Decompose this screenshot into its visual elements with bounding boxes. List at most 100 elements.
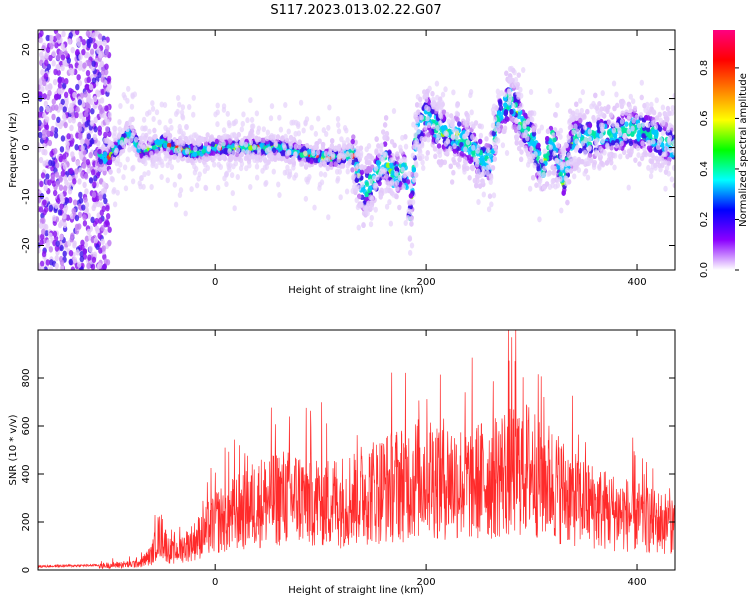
spectrogram-point [60,98,65,106]
spectrogram-point-faint [252,157,257,164]
spectrogram-point-faint [278,126,284,133]
spectrogram-point-faint [112,201,118,208]
spectrogram-point [88,177,94,184]
spectrogram-point [77,132,83,139]
spectrogram-point-faint [363,205,368,212]
spectrogram-point [414,172,419,178]
spectrogram-point-faint [109,175,115,182]
spectrogram-point [368,185,373,191]
spectrogram-point [54,104,59,111]
spectrogram-point-faint [626,128,632,135]
spectrogram-point-faint [240,120,245,127]
spectrogram-point [390,170,395,176]
spectrogram-point-faint [342,145,347,152]
spectrogram-point-faint [593,149,599,156]
spectrogram-point-faint [507,95,513,102]
spectrogram-point-faint [638,111,644,118]
spectrogram-point-faint [566,136,571,143]
spectrogram-point-faint [140,143,145,150]
spectrogram-point-faint [148,136,154,143]
spectrogram-point [565,199,570,206]
spectrogram-point-faint [664,165,670,172]
spectrogram-point-faint [291,119,296,126]
spectrogram-point [54,262,59,270]
spectrogram-point-faint [303,195,309,202]
spectrogram-point-faint [338,194,343,201]
spectrogram-point [72,240,77,247]
spectrogram-point-faint [326,214,331,221]
spectrogram-point-faint [384,173,389,180]
spectrogram-point [105,213,111,220]
spectrogram-point [593,92,598,99]
spectrogram-point [98,217,103,224]
spectrogram-point-faint [653,164,658,171]
spectrogram-point [72,178,77,185]
spectrogram-point [45,46,51,53]
spectrogram-point [383,115,389,121]
spectrogram-point-faint [614,142,619,149]
spectrogram-point [92,181,97,188]
spectrogram-point-faint [319,179,325,186]
spectrogram-point [92,95,98,103]
spectrogram-point [38,156,44,164]
spectrogram-point-faint [215,153,220,160]
spectrogram-point [84,201,90,208]
spectrogram-point [102,39,107,47]
spectrogram-point-faint [373,182,379,189]
spectrogram-point [44,116,50,123]
spectrogram-point-faint [536,128,542,135]
spectrogram-point-faint [241,111,246,118]
spectrogram-point-faint [291,164,296,171]
spectrogram-point-faint [349,152,354,159]
spectrogram-point [487,193,493,199]
spectrogram-point [395,151,400,157]
spectrogram-point [54,202,59,209]
spectrogram-point-faint [180,114,186,121]
spectrogram-point-faint [225,110,230,117]
spectrogram-point-faint [476,143,481,150]
spectrogram-point [87,59,92,67]
spectrogram-point [88,83,94,91]
spectrogram-point-faint [150,100,155,107]
spectrogram-point [449,179,455,185]
spectrogram-point-faint [440,91,446,98]
spectrogram-point-faint [354,197,359,204]
spectrogram-point [236,131,242,138]
spectrogram-point [57,82,63,89]
spectrogram-point [75,83,80,91]
spectrogram-point-faint [183,210,188,217]
spectrogram-point [448,163,453,170]
spectrogram-point [639,155,645,162]
spectrogram-point [64,78,69,85]
spectrogram-point-faint [332,146,338,153]
spectrogram-point-faint [660,104,666,111]
spectrogram-point [648,147,653,153]
spectrogram-point [162,142,168,149]
spectrogram-point [80,239,85,247]
spectrogram-point [62,221,68,229]
spectrogram-point [39,105,44,113]
spectrogram-point [41,45,46,52]
spectrogram-point-faint [619,140,624,147]
spectrogram-point [261,137,266,144]
spectrogram-point-faint [401,184,406,191]
spectrogram-point-faint [113,149,118,156]
spectrogram-point [604,160,610,166]
spectrogram-point-faint [654,97,659,104]
spectrogram-point [60,197,65,205]
spectrogram-point [91,60,96,67]
spectrogram-point-faint [197,171,202,178]
spectrogram-point [91,256,97,263]
spectrogram-point-faint [342,153,347,160]
spectrogram-point-faint [172,181,178,188]
spectrogram-point [81,48,86,56]
spectrogram-point [67,174,73,182]
spectrogram-point-faint [582,124,588,131]
spectrogram-point-faint [532,110,537,117]
spectrogram-point-faint [579,107,584,114]
spectrogram-point-faint [193,146,198,153]
spectrogram-point [46,239,51,246]
spectrogram-point-faint [336,121,341,128]
spectrogram-point [43,266,48,270]
spectrogram-point [451,156,456,163]
